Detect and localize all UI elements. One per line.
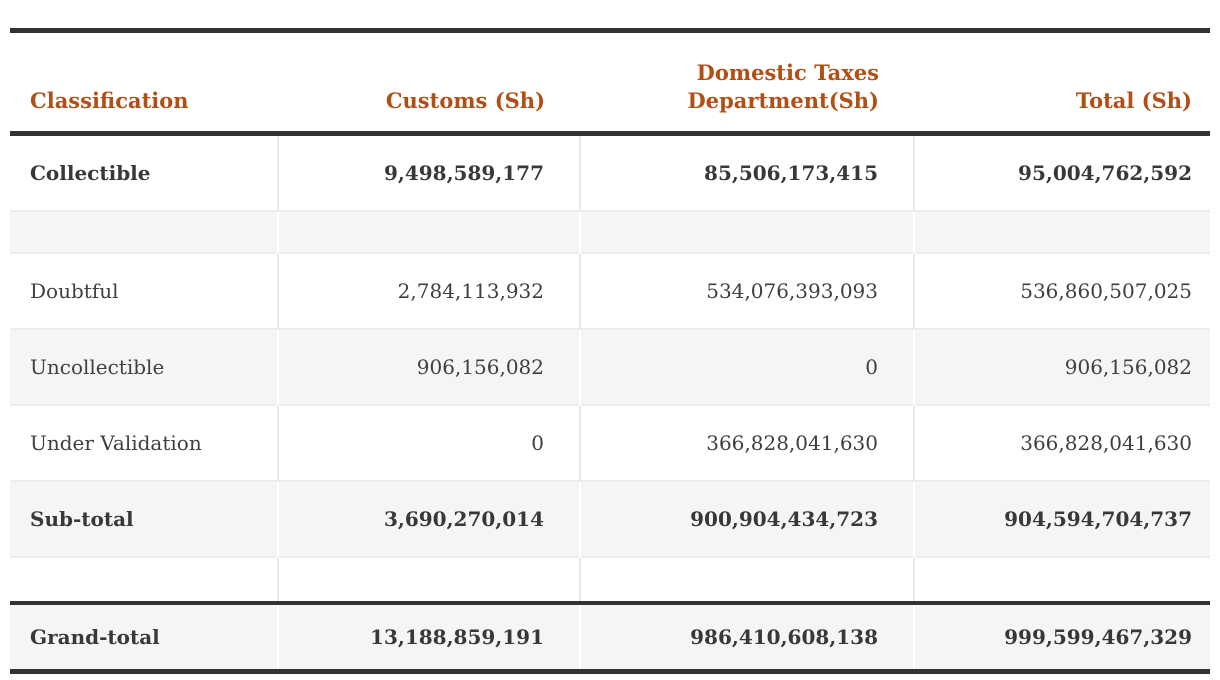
cell-classification: Grand-total [10,601,278,672]
table-row-doubtful: Doubtful 2,784,113,932 534,076,393,093 5… [10,252,1210,329]
cell-domestic: 986,410,608,138 [579,601,914,672]
table-row-subtotal: Sub-total 3,690,270,014 900,904,434,723 … [10,480,1210,557]
cell-classification: Doubtful [10,252,278,329]
cell-domestic: 900,904,434,723 [579,480,914,557]
revenue-classification-table: Classification Customs (Sh) Domestic Tax… [10,28,1210,674]
table-row-grand-total: Grand-total 13,188,859,191 986,410,608,1… [10,601,1210,672]
cell-total: 366,828,041,630 [913,404,1210,481]
cell-customs: 2,784,113,932 [277,252,580,329]
cell-total: 999,599,467,329 [913,601,1210,672]
cell-total: 536,860,507,025 [913,252,1210,329]
cell-total: 906,156,082 [913,328,1210,405]
header-total: Total (Sh) [914,30,1210,136]
table-row-collectible: Collectible 9,498,589,177 85,506,173,415… [10,132,1210,211]
cell-customs: 9,498,589,177 [277,132,580,211]
cell-classification: Sub-total [10,480,278,557]
cell-customs: 906,156,082 [277,328,580,405]
cell-customs: 13,188,859,191 [277,601,580,672]
cell-classification: Under Validation [10,404,278,481]
table-header: Classification Customs (Sh) Domestic Tax… [10,30,1210,136]
spacer-row [10,210,1210,253]
header-domestic-taxes: Domestic Taxes Department(Sh) [580,30,914,136]
cell-domestic: 85,506,173,415 [579,132,914,211]
header-classification: Classification [10,30,278,136]
cell-customs: 0 [277,404,580,481]
cell-total: 95,004,762,592 [913,132,1210,211]
cell-classification: Collectible [10,132,278,211]
spacer-row [10,556,1210,603]
header-row: Classification Customs (Sh) Domestic Tax… [10,30,1210,136]
cell-domestic: 366,828,041,630 [579,404,914,481]
header-customs: Customs (Sh) [278,30,580,136]
cell-customs: 3,690,270,014 [277,480,580,557]
cell-total: 904,594,704,737 [913,480,1210,557]
cell-domestic: 0 [579,328,914,405]
cell-classification: Uncollectible [10,328,278,405]
table-row-under-validation: Under Validation 0 366,828,041,630 366,8… [10,404,1210,481]
table-row-uncollectible: Uncollectible 906,156,082 0 906,156,082 [10,328,1210,405]
cell-domestic: 534,076,393,093 [579,252,914,329]
table-body: Collectible 9,498,589,177 85,506,173,415… [10,132,1210,672]
